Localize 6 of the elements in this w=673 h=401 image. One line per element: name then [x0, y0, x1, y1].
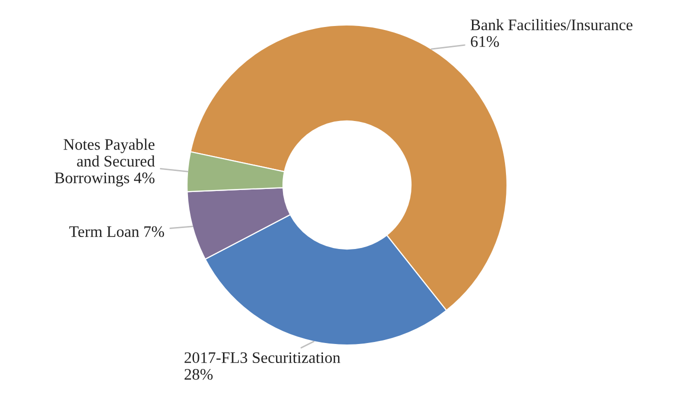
- slice-label: 2017-FL3 Securitization: [184, 352, 340, 364]
- data-label: 28%: [184, 368, 213, 380]
- slice-label: Term Loan 7%: [69, 226, 164, 238]
- data-label: 61%: [470, 36, 499, 47]
- slice-label: Notes Payable and Secured Borrowings 4%: [54, 138, 155, 187]
- slice-label: Bank Facilities/Insurance: [470, 19, 632, 30]
